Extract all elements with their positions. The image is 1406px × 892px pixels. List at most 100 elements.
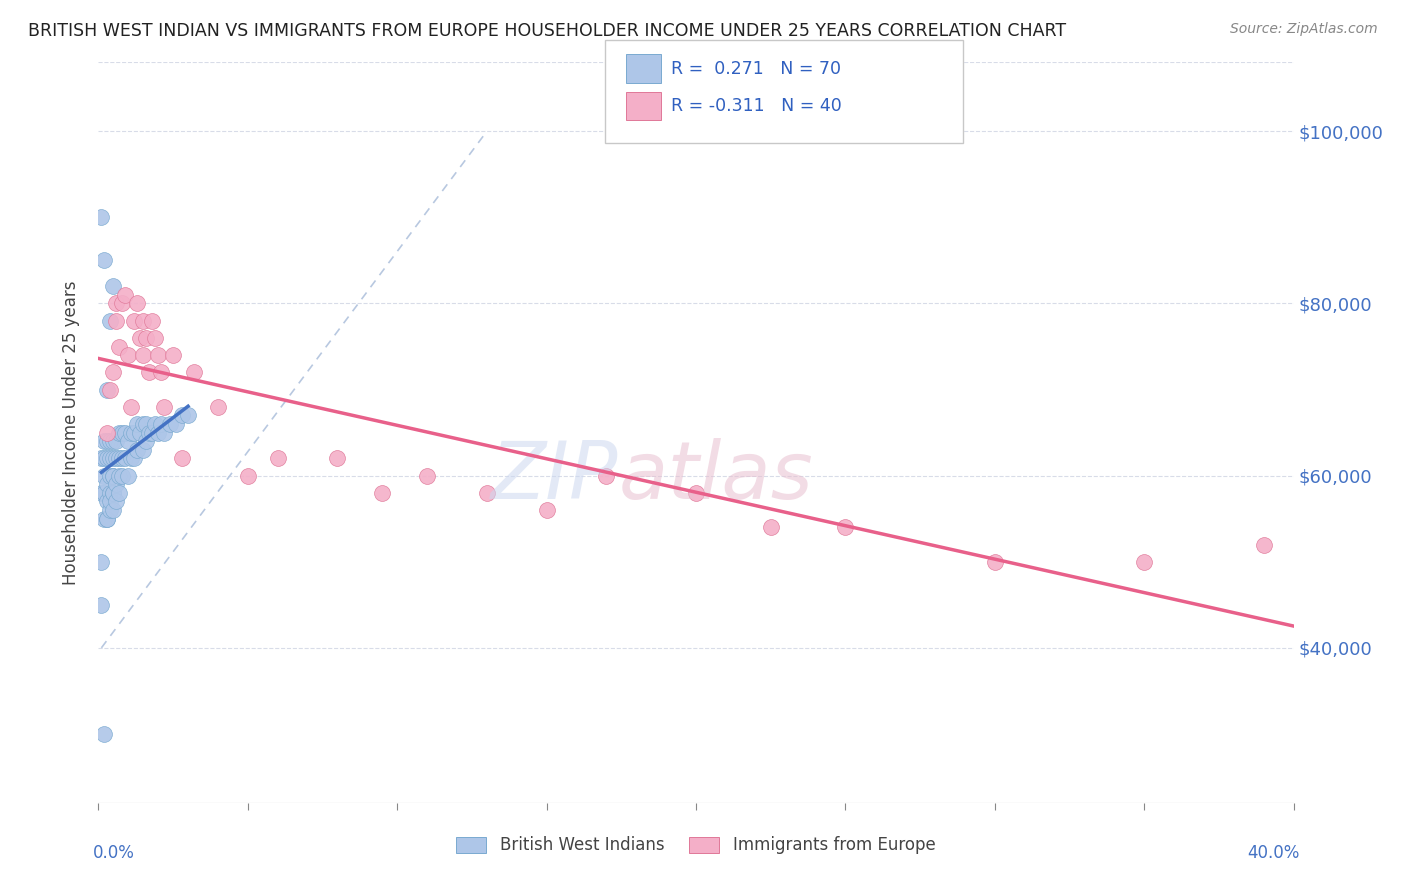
Point: [984, 555, 1007, 569]
Point: [111, 296, 134, 310]
Point: [143, 417, 166, 431]
Point: [105, 451, 128, 466]
Point: [93, 451, 115, 466]
Point: [124, 425, 146, 440]
Point: [132, 442, 155, 457]
Point: [96, 477, 118, 491]
Point: [177, 409, 200, 423]
Point: [103, 279, 125, 293]
Point: [103, 451, 125, 466]
Point: [103, 486, 125, 500]
Point: [96, 451, 118, 466]
Legend: British West Indians, Immigrants from Europe: British West Indians, Immigrants from Eu…: [450, 830, 942, 861]
Text: BRITISH WEST INDIAN VS IMMIGRANTS FROM EUROPE HOUSEHOLDER INCOME UNDER 25 YEARS : BRITISH WEST INDIAN VS IMMIGRANTS FROM E…: [28, 22, 1066, 40]
Point: [98, 468, 122, 483]
Point: [120, 425, 142, 440]
Point: [105, 434, 128, 449]
Point: [207, 400, 229, 414]
Point: [150, 417, 173, 431]
Point: [120, 451, 142, 466]
Point: [114, 425, 136, 440]
Point: [108, 486, 131, 500]
Point: [93, 727, 115, 741]
Point: [103, 486, 125, 500]
Point: [135, 417, 157, 431]
Point: [96, 494, 118, 508]
Point: [127, 442, 149, 457]
Point: [595, 468, 617, 483]
Point: [162, 348, 184, 362]
Point: [132, 417, 155, 431]
Text: atlas: atlas: [619, 438, 813, 516]
Point: [834, 520, 856, 534]
Point: [129, 425, 152, 440]
Point: [93, 468, 115, 483]
Point: [124, 451, 146, 466]
Y-axis label: Householder Income Under 25 years: Householder Income Under 25 years: [62, 280, 80, 585]
Point: [143, 331, 166, 345]
Point: [172, 451, 194, 466]
Point: [96, 383, 118, 397]
Point: [98, 503, 122, 517]
Point: [138, 425, 160, 440]
Point: [138, 365, 160, 379]
Point: [105, 314, 128, 328]
Point: [98, 486, 122, 500]
Point: [93, 434, 115, 449]
Point: [150, 365, 173, 379]
Point: [90, 211, 112, 225]
Point: [111, 468, 134, 483]
Text: R =  0.271   N = 70: R = 0.271 N = 70: [671, 60, 841, 78]
Point: [105, 296, 128, 310]
Point: [96, 512, 118, 526]
Point: [111, 451, 134, 466]
Point: [98, 383, 122, 397]
Point: [93, 512, 115, 526]
Point: [124, 314, 146, 328]
Point: [96, 425, 118, 440]
Point: [96, 434, 118, 449]
Point: [108, 425, 131, 440]
Text: 0.0%: 0.0%: [93, 844, 135, 862]
Point: [685, 486, 707, 500]
Point: [153, 425, 176, 440]
Point: [236, 468, 259, 483]
Point: [416, 468, 439, 483]
Point: [326, 451, 349, 466]
Point: [108, 468, 131, 483]
Point: [103, 503, 125, 517]
Point: [90, 598, 112, 612]
Point: [90, 486, 112, 500]
Point: [120, 400, 142, 414]
Point: [98, 451, 122, 466]
Point: [148, 348, 170, 362]
Text: Source: ZipAtlas.com: Source: ZipAtlas.com: [1230, 22, 1378, 37]
Point: [1253, 537, 1275, 551]
Point: [103, 365, 125, 379]
Point: [93, 253, 115, 268]
Point: [759, 520, 782, 534]
Point: [111, 425, 134, 440]
Point: [93, 486, 115, 500]
Point: [536, 503, 558, 517]
Point: [117, 468, 139, 483]
Point: [103, 434, 125, 449]
Point: [141, 425, 163, 440]
Point: [183, 365, 205, 379]
Point: [153, 400, 176, 414]
Point: [165, 417, 187, 431]
Point: [96, 512, 118, 526]
Point: [475, 486, 498, 500]
Point: [159, 417, 181, 431]
Point: [127, 296, 149, 310]
Point: [90, 555, 112, 569]
Point: [98, 434, 122, 449]
Point: [98, 494, 122, 508]
Point: [127, 417, 149, 431]
Point: [135, 434, 157, 449]
Point: [98, 314, 122, 328]
Point: [117, 434, 139, 449]
Text: R = -0.311   N = 40: R = -0.311 N = 40: [671, 97, 841, 115]
Point: [103, 468, 125, 483]
Point: [90, 451, 112, 466]
